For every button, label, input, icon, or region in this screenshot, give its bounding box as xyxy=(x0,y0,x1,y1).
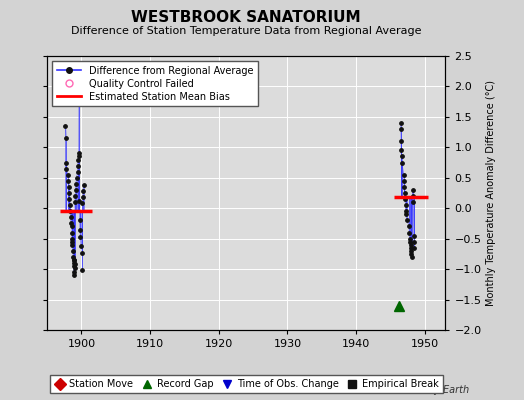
Point xyxy=(406,236,414,242)
Point xyxy=(71,193,80,199)
Point xyxy=(77,234,85,241)
Point xyxy=(61,123,70,129)
Point xyxy=(68,238,77,245)
Point xyxy=(78,267,86,274)
Point xyxy=(73,168,82,175)
Point xyxy=(78,200,86,206)
Point xyxy=(65,190,73,196)
Point xyxy=(70,263,78,269)
Point xyxy=(401,202,410,208)
Point xyxy=(407,248,416,254)
Point xyxy=(407,242,415,248)
Point xyxy=(75,217,84,224)
Point xyxy=(68,236,77,242)
Point xyxy=(401,208,410,214)
Point xyxy=(79,194,87,200)
Point xyxy=(70,257,79,263)
Point xyxy=(71,187,80,193)
Point xyxy=(65,184,73,190)
Point xyxy=(406,238,414,245)
Point xyxy=(76,226,84,233)
Point xyxy=(62,159,71,166)
Point xyxy=(410,232,418,239)
Point xyxy=(72,174,81,181)
Point xyxy=(62,166,71,172)
Point xyxy=(407,251,416,257)
Point xyxy=(69,248,77,254)
Point xyxy=(409,187,417,193)
Point xyxy=(397,147,406,154)
Point xyxy=(78,250,86,256)
Point xyxy=(410,244,418,251)
Point xyxy=(410,238,418,245)
Point xyxy=(67,214,75,220)
Point xyxy=(409,199,418,205)
Point xyxy=(408,193,417,199)
Point xyxy=(405,229,413,236)
Text: Difference of Station Temperature Data from Regional Average: Difference of Station Temperature Data f… xyxy=(71,26,421,36)
Point xyxy=(80,182,88,188)
Point xyxy=(70,260,78,266)
Point xyxy=(67,220,75,227)
Point xyxy=(408,254,416,260)
Point xyxy=(400,178,408,184)
Point xyxy=(397,120,405,126)
Point xyxy=(75,198,84,204)
Point xyxy=(66,202,74,208)
Point xyxy=(66,208,74,214)
Point xyxy=(401,190,409,196)
Point xyxy=(402,211,410,218)
Point xyxy=(70,265,79,271)
Point xyxy=(71,199,79,205)
Point xyxy=(75,83,83,90)
Text: WESTBROOK SANATORIUM: WESTBROOK SANATORIUM xyxy=(132,10,361,25)
Point xyxy=(400,184,409,190)
Point xyxy=(68,242,77,248)
Point xyxy=(72,181,80,187)
Point xyxy=(68,223,76,230)
Point xyxy=(398,159,406,166)
Point xyxy=(70,261,79,268)
Point xyxy=(407,244,415,251)
Point xyxy=(62,135,70,141)
Point xyxy=(70,269,78,275)
Point xyxy=(77,243,85,249)
Point xyxy=(75,150,83,157)
Point xyxy=(397,153,406,160)
Text: Berkeley Earth: Berkeley Earth xyxy=(397,385,469,395)
Point xyxy=(66,196,74,202)
Point xyxy=(79,188,88,194)
Point xyxy=(74,156,82,163)
Point xyxy=(70,272,79,278)
Point xyxy=(64,178,73,184)
Point xyxy=(397,126,405,132)
Point xyxy=(74,153,83,160)
Point xyxy=(74,162,82,169)
Point xyxy=(405,223,413,230)
Point xyxy=(63,172,72,178)
Point xyxy=(68,229,76,236)
Point xyxy=(70,257,78,263)
Legend: Station Move, Record Gap, Time of Obs. Change, Empirical Break: Station Move, Record Gap, Time of Obs. C… xyxy=(50,375,443,393)
Point xyxy=(69,254,78,260)
Y-axis label: Monthly Temperature Anomaly Difference (°C): Monthly Temperature Anomaly Difference (… xyxy=(486,80,496,306)
Point xyxy=(403,217,411,224)
Point xyxy=(400,172,408,178)
Point xyxy=(397,138,406,144)
Point xyxy=(401,196,409,202)
Legend: Difference from Regional Average, Quality Control Failed, Estimated Station Mean: Difference from Regional Average, Qualit… xyxy=(52,61,258,106)
